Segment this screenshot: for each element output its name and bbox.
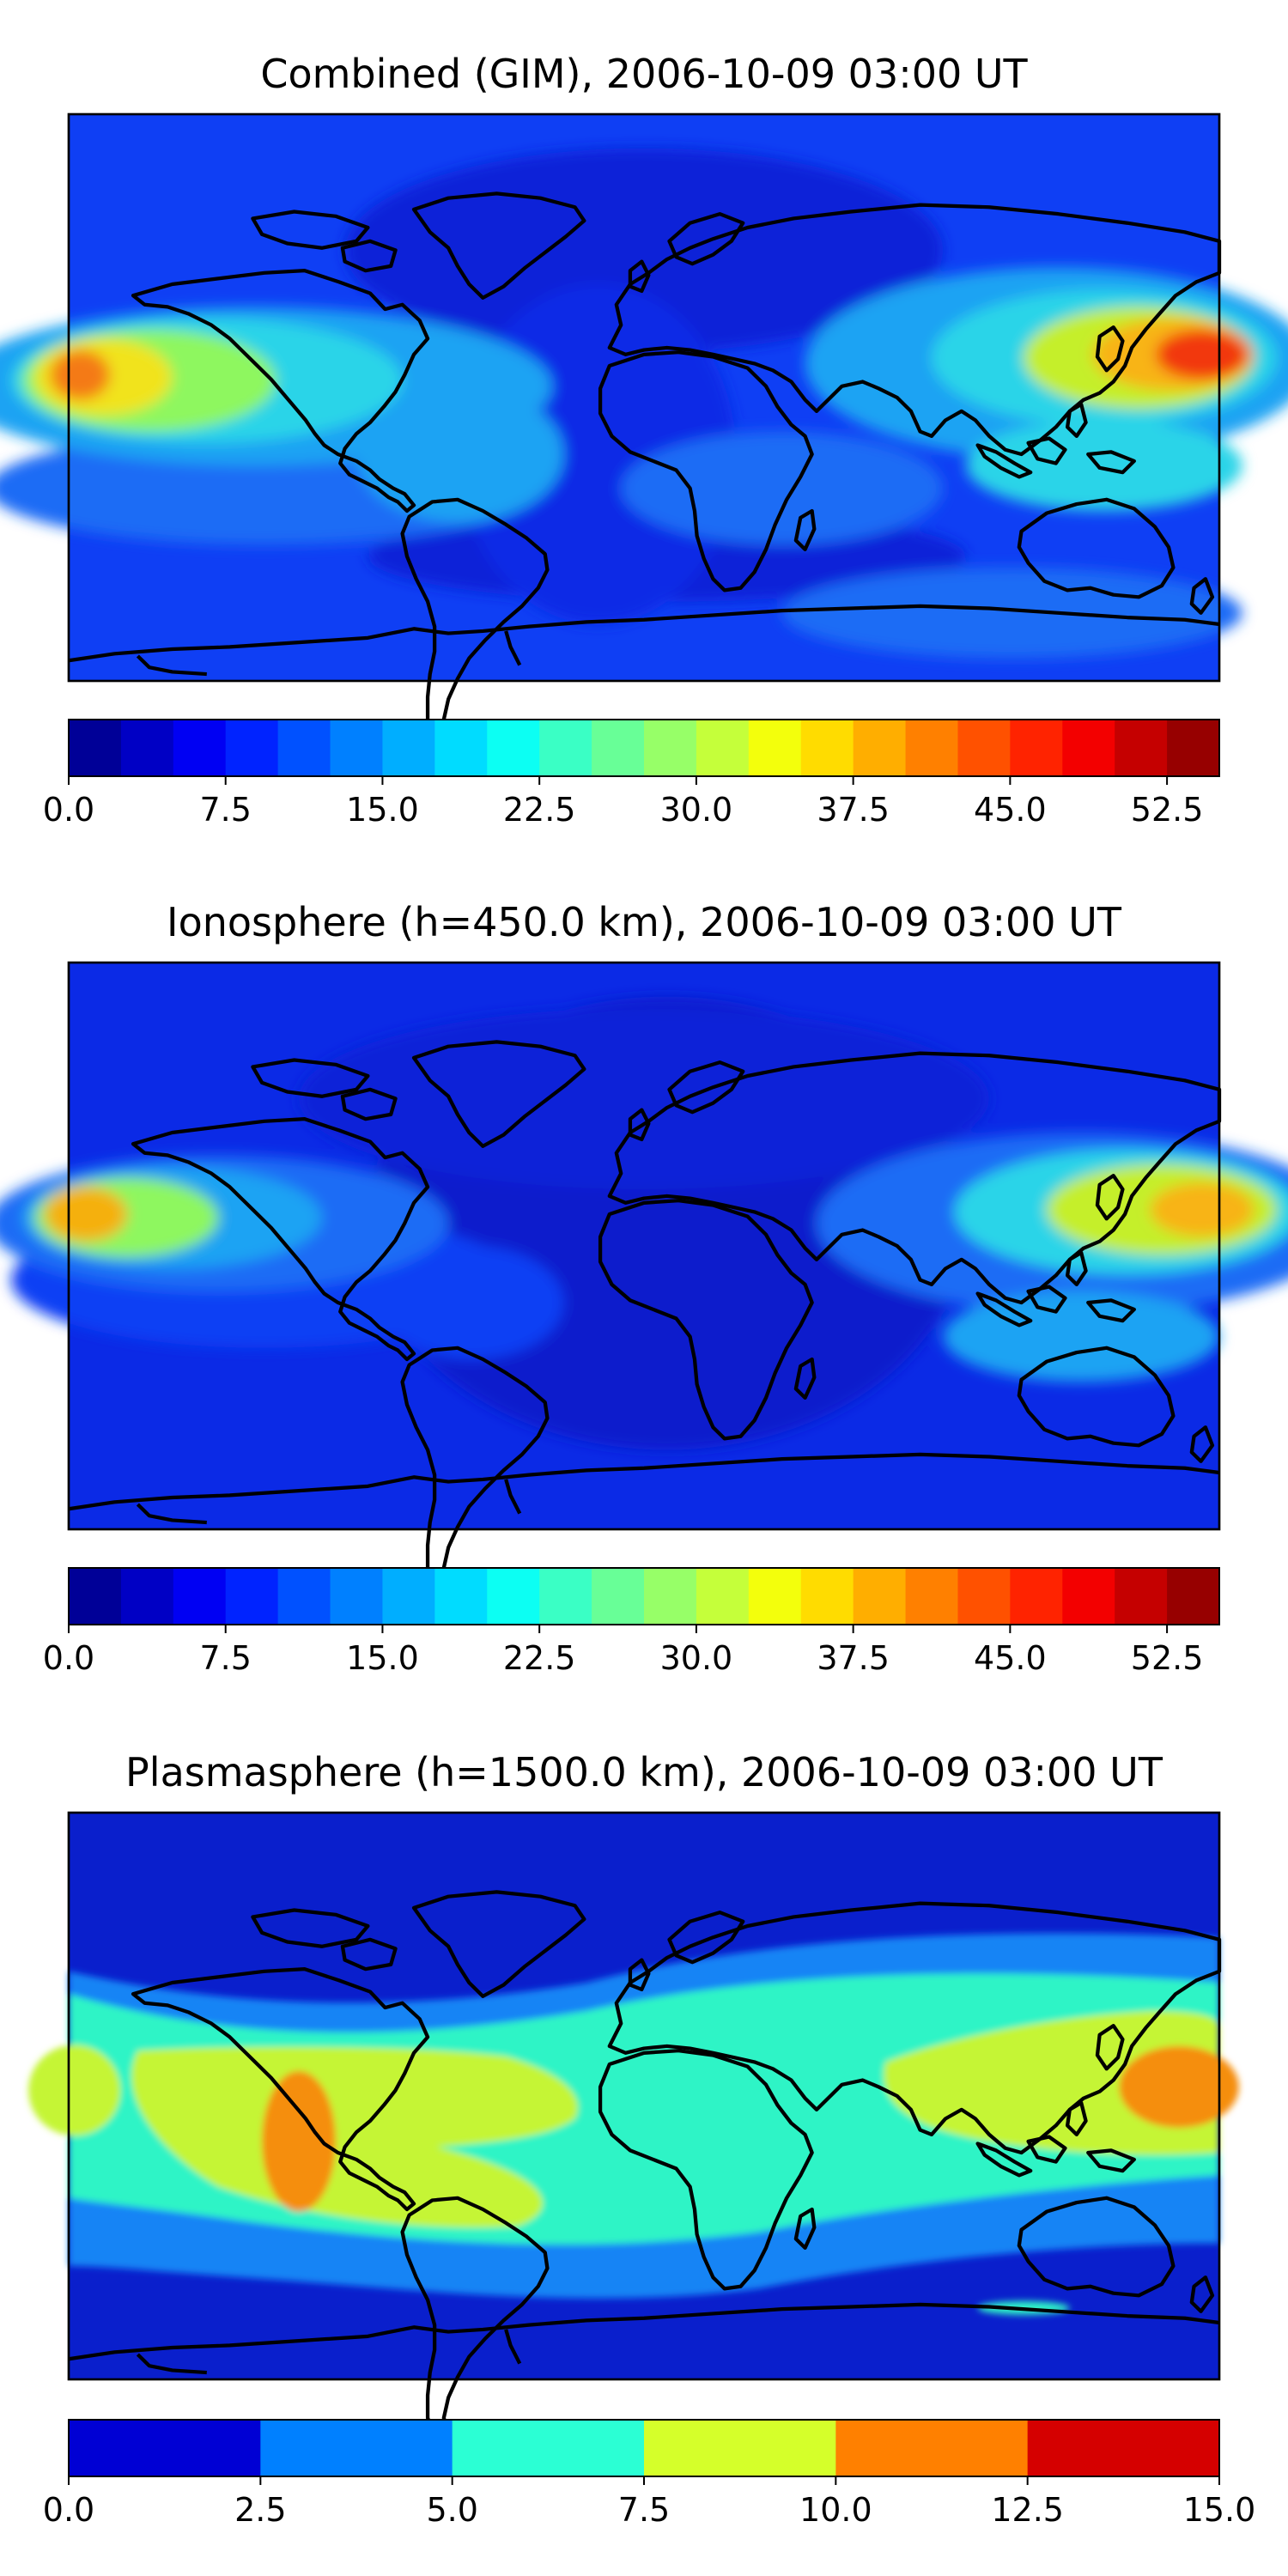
colorbar-segment xyxy=(69,1568,122,1625)
panel-title-ionosphere: Ionosphere (h=450.0 km), 2006-10-09 03:0… xyxy=(167,899,1122,945)
colorbar-segment xyxy=(330,1568,384,1625)
colorbar-tick-label: 30.0 xyxy=(660,1639,733,1677)
colorbar-segment xyxy=(1115,1568,1168,1625)
colorbar-segment xyxy=(1010,720,1063,776)
colorbar-tick-label: 7.5 xyxy=(618,2491,670,2529)
colorbar-segment xyxy=(434,1568,488,1625)
colorbar-segment xyxy=(225,1568,279,1625)
colorbar-segment xyxy=(330,720,384,776)
colorbar-tick-label: 15.0 xyxy=(346,791,419,829)
colorbar-segment xyxy=(539,1568,592,1625)
colorbar-tick-label: 22.5 xyxy=(503,791,576,829)
colorbar-tick-label: 7.5 xyxy=(200,1639,252,1677)
colorbar-segment xyxy=(1062,720,1115,776)
panel-ionosphere: Ionosphere (h=450.0 km), 2006-10-09 03:0… xyxy=(0,899,1288,1677)
map-plasmasphere xyxy=(28,1811,1239,2445)
colorbar-tick-label: 0.0 xyxy=(43,1639,94,1677)
colorbar-segment xyxy=(957,1568,1011,1625)
colorbar-tick-label: 15.0 xyxy=(1183,2491,1256,2529)
colorbar-segment xyxy=(1167,720,1220,776)
colorbar-segment xyxy=(539,720,592,776)
colorbar-frame xyxy=(68,719,1220,777)
colorbar-tick-label: 15.0 xyxy=(346,1639,419,1677)
colorbar-segment xyxy=(644,2420,836,2476)
colorbar-segment xyxy=(69,720,122,776)
colorbar-segment xyxy=(277,720,331,776)
colorbar-segment xyxy=(173,1568,227,1625)
colorbar-tick-label: 7.5 xyxy=(200,791,252,829)
colorbar-tick-label: 45.0 xyxy=(974,1639,1047,1677)
panel-title-combined: Combined (GIM), 2006-10-09 03:00 UT xyxy=(260,51,1028,97)
colorbar-segment xyxy=(173,720,227,776)
colorbar-tick-label: 22.5 xyxy=(503,1639,576,1677)
colorbar-segment xyxy=(1115,720,1168,776)
colorbar-segment xyxy=(1010,1568,1063,1625)
colorbar-segment xyxy=(905,1568,959,1625)
colorbar-segment xyxy=(1027,2420,1220,2476)
colorbar-frame xyxy=(68,1567,1220,1625)
colorbar-segment xyxy=(905,720,959,776)
colorbar-segment xyxy=(120,1568,174,1625)
colorbar-segment xyxy=(1167,1568,1220,1625)
colorbar-tick-label: 37.5 xyxy=(817,791,890,829)
colorbar-segment xyxy=(487,1568,540,1625)
colorbar-segment xyxy=(452,2420,645,2476)
colorbar-segment xyxy=(434,720,488,776)
colorbar-segment xyxy=(69,2420,261,2476)
colorbar-segment xyxy=(382,720,435,776)
colorbar-segment xyxy=(592,720,645,776)
colorbar-segment xyxy=(120,720,174,776)
colorbar-segment xyxy=(277,1568,331,1625)
colorbar-tick-label: 2.5 xyxy=(234,2491,286,2529)
colorbar-tick-label: 5.0 xyxy=(426,2491,477,2529)
colorbar-tick-label: 10.0 xyxy=(799,2491,872,2529)
colorbar-segment xyxy=(957,720,1011,776)
panel-title-plasmasphere: Plasmasphere (h=1500.0 km), 2006-10-09 0… xyxy=(125,1749,1163,1795)
colorbar-segment xyxy=(696,720,750,776)
colorbar-segment xyxy=(853,1568,907,1625)
colorbar-tick-label: 30.0 xyxy=(660,791,733,829)
colorbar-segment xyxy=(592,1568,645,1625)
colorbar-segment xyxy=(800,1568,854,1625)
colorbar-segment xyxy=(1062,1568,1115,1625)
colorbar-combined: 0.0 7.5 15.0 22.5 30.0 37.5 45.0 52.5 xyxy=(43,719,1220,829)
colorbar-tick-label: 52.5 xyxy=(1131,1639,1204,1677)
colorbar-segment xyxy=(644,1568,697,1625)
colorbar-segment xyxy=(260,2420,453,2476)
map-combined xyxy=(0,112,1288,747)
colorbar-tick-label: 37.5 xyxy=(817,1639,890,1677)
colorbar-segment xyxy=(382,1568,435,1625)
panel-plasmasphere: Plasmasphere (h=1500.0 km), 2006-10-09 0… xyxy=(28,1749,1255,2529)
colorbar-segment xyxy=(487,720,540,776)
colorbar-tick-label: 45.0 xyxy=(974,791,1047,829)
colorbar-segment xyxy=(225,720,279,776)
colorbar-segment xyxy=(835,2420,1029,2476)
colorbar-tick-label: 52.5 xyxy=(1131,791,1204,829)
colorbar-tick-label: 12.5 xyxy=(991,2491,1064,2529)
colorbar-plasmasphere: 0.0 2.5 5.0 7.5 10.0 12.5 15.0 xyxy=(43,2419,1256,2529)
colorbar-tick-label: 0.0 xyxy=(43,2491,94,2529)
colorbar-segment xyxy=(853,720,907,776)
colorbar-segment xyxy=(644,720,697,776)
colorbar-segment xyxy=(800,720,854,776)
map-ionosphere xyxy=(0,961,1288,1595)
colorbar-tick-label: 0.0 xyxy=(43,791,94,829)
colorbar-ionosphere: 0.0 7.5 15.0 22.5 30.0 37.5 45.0 52.5 xyxy=(43,1567,1220,1677)
colorbar-segment xyxy=(696,1568,750,1625)
colorbar-segment xyxy=(748,1568,802,1625)
colorbar-segment xyxy=(748,720,802,776)
panel-combined: Combined (GIM), 2006-10-09 03:00 UT xyxy=(0,51,1288,829)
